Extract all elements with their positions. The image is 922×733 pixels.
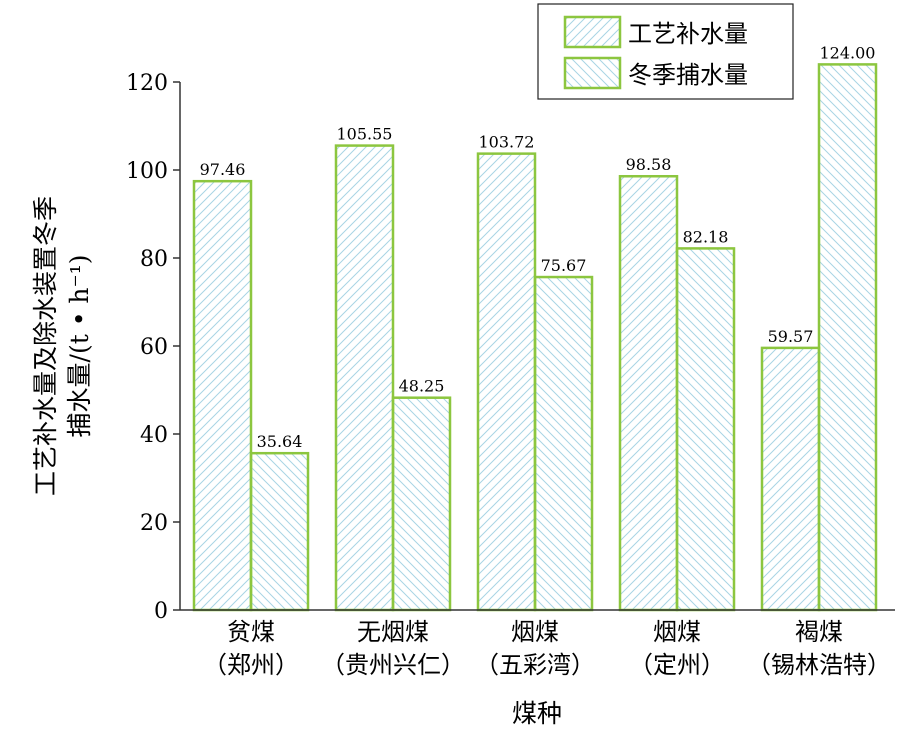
data-label-s1-c2: 75.67 [541, 256, 587, 275]
x-tick-label-c4-line0: 褐煤 [795, 618, 843, 646]
y-tick-label-40: 40 [140, 423, 168, 448]
y-tick-label-80: 80 [140, 247, 168, 272]
bar-s1-c3 [675, 247, 736, 612]
y-axis-title: 工艺补水量及除水装置冬季 捕水量/(t • h⁻¹) [31, 196, 94, 496]
data-label-s1-c1: 48.25 [399, 377, 445, 396]
data-label-s1-c0: 35.64 [257, 432, 303, 451]
bar-s0-c4 [760, 346, 821, 612]
data-label-s1-c3: 82.18 [683, 227, 729, 246]
y-tick-label-20: 20 [140, 511, 168, 536]
data-label-s0-c3: 98.58 [626, 155, 672, 174]
legend-label-process-water: 工艺补水量 [628, 20, 748, 48]
bar-s0-c3 [618, 174, 679, 612]
y-axis-title-line-2: 捕水量/(t • h⁻¹) [65, 255, 94, 438]
data-label-s0-c2: 103.72 [479, 133, 535, 152]
bar-s0-c2 [476, 152, 537, 612]
bar-s1-c2 [533, 275, 594, 612]
y-tick-label-60: 60 [140, 335, 168, 360]
y-tick-label-100: 100 [126, 159, 168, 184]
y-tick-label-0: 0 [154, 599, 168, 624]
x-axis-title: 煤种 [512, 699, 562, 728]
legend: 工艺补水量 冬季捕水量 [537, 3, 794, 100]
bar-s1-c4 [817, 63, 878, 612]
x-labels-layer: 贫煤 （郑州） 无烟煤 （贵州兴仁） 烟煤 （五彩湾） 烟煤 （定州） 褐煤 （锡林浩特） [203, 618, 891, 679]
data-label-s0-c1: 105.55 [337, 125, 393, 144]
x-tick-label-c3-line0: 烟煤 [653, 618, 701, 646]
x-tick-label-c2-line0: 烟煤 [511, 618, 559, 646]
y-tick-label-120: 120 [126, 71, 168, 96]
legend-swatch-winter-capture [563, 56, 622, 90]
bar-s0-c1 [334, 144, 395, 612]
legend-label-winter-capture: 冬季捕水量 [628, 61, 748, 89]
y-ticks-layer: 0 20 40 60 80 100 120 [126, 71, 180, 624]
data-label-s1-c4: 124.00 [820, 43, 876, 62]
x-tick-label-c3-line1: （定州） [629, 651, 725, 679]
x-tick-label-c4-line1: （锡林浩特） [747, 651, 891, 679]
data-label-s0-c4: 59.57 [768, 327, 814, 346]
data-label-s0-c0: 97.46 [200, 160, 246, 179]
x-tick-label-c1-line1: （贵州兴仁） [321, 651, 465, 679]
bars-layer [192, 63, 878, 612]
bar-s1-c1 [391, 396, 452, 612]
bar-s0-c0 [192, 179, 253, 612]
x-tick-label-c2-line1: （五彩湾） [475, 651, 595, 679]
y-axis-title-line-1: 工艺补水量及除水装置冬季 [31, 196, 60, 496]
legend-swatch-process-water [563, 15, 622, 49]
x-tick-label-c0-line1: （郑州） [203, 651, 299, 679]
bar-s1-c0 [249, 451, 310, 612]
x-tick-label-c1-line0: 无烟煤 [357, 618, 429, 646]
x-tick-label-c0-line0: 贫煤 [227, 618, 275, 646]
value-labels-layer: 97.46 105.55 103.72 98.58 59.57 35.64 48.25 75.… [200, 43, 876, 451]
